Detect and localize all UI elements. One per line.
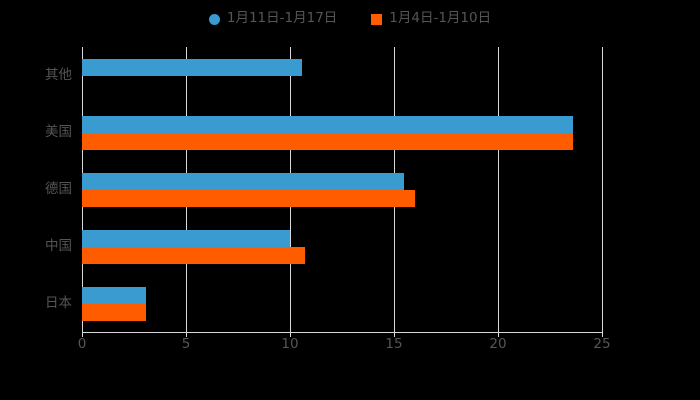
legend-label-series-2: 1月4日-1月10日 bbox=[389, 10, 492, 27]
tick-mark-5 bbox=[186, 332, 187, 337]
bar-series-2-3[interactable] bbox=[82, 246, 305, 264]
y-axis-category-labels: 其他美国德国中国日本 bbox=[0, 47, 700, 332]
y-axis-label-2: 德国 bbox=[45, 180, 72, 197]
y-axis-label-3: 中国 bbox=[45, 237, 72, 254]
tick-mark-10 bbox=[290, 332, 291, 337]
tick-mark-20 bbox=[498, 332, 499, 337]
tick-mark-15 bbox=[394, 332, 395, 337]
bar-series-1-0[interactable] bbox=[82, 58, 303, 76]
tick-mark-25 bbox=[602, 332, 603, 337]
legend-label-series-1: 1月11日-1月17日 bbox=[226, 10, 338, 27]
x-tick-label-25: 25 bbox=[593, 336, 611, 352]
chart-legend: 1月11日-1月17日 1月4日-1月10日 bbox=[0, 6, 700, 32]
x-axis-tick-labels: 0 5 10 15 20 25 bbox=[0, 336, 700, 358]
square-marker-orange-icon bbox=[371, 13, 383, 25]
tick-mark-0 bbox=[82, 332, 83, 337]
bar-series-1-1[interactable] bbox=[82, 115, 573, 133]
x-tick-label-0: 0 bbox=[77, 336, 87, 352]
x-axis-line bbox=[82, 332, 603, 333]
bar-series-1-2[interactable] bbox=[82, 172, 405, 190]
x-tick-label-15: 15 bbox=[385, 336, 403, 352]
bar-series-2-2[interactable] bbox=[82, 189, 415, 207]
legend-item-series-2[interactable]: 1月4日-1月10日 bbox=[371, 12, 491, 26]
x-tick-label-20: 20 bbox=[489, 336, 507, 352]
gridline-x-25 bbox=[602, 47, 603, 332]
y-axis-label-4: 日本 bbox=[45, 294, 72, 311]
legend-item-series-1[interactable]: 1月11日-1月17日 bbox=[208, 10, 338, 27]
y-axis-label-1: 美国 bbox=[45, 123, 72, 140]
bar-series-1-3[interactable] bbox=[82, 229, 290, 247]
bar-series-1-4[interactable] bbox=[82, 286, 147, 304]
plot-area bbox=[82, 47, 603, 332]
y-axis-label-0: 其他 bbox=[45, 66, 72, 83]
circle-marker-blue-icon bbox=[208, 13, 220, 25]
gridline-x-20 bbox=[498, 47, 499, 332]
x-tick-label-5: 5 bbox=[181, 336, 191, 352]
bar-series-2-1[interactable] bbox=[82, 132, 573, 150]
x-tick-label-10: 10 bbox=[281, 336, 299, 352]
bar-series-2-4[interactable] bbox=[82, 303, 147, 321]
